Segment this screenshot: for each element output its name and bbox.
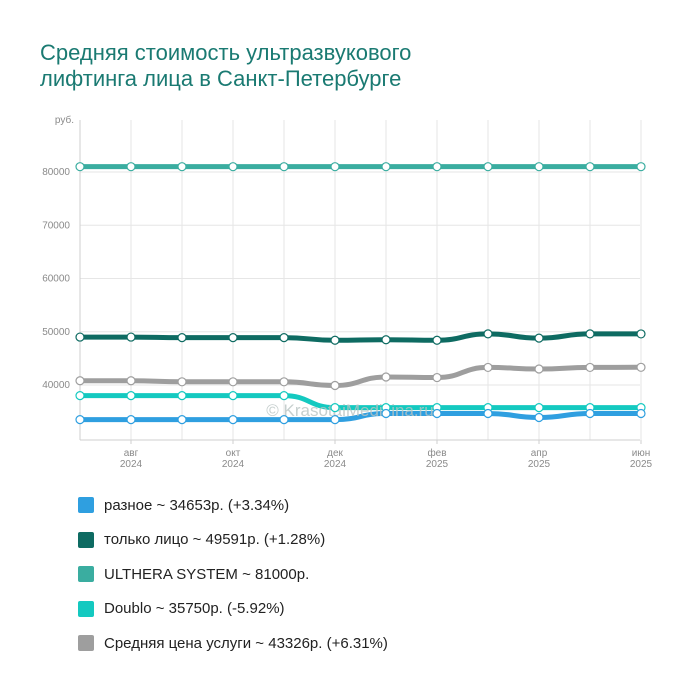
data-point (432, 335, 442, 345)
legend-item[interactable]: только лицо ~ 49591р. (+1.28%) (78, 523, 388, 558)
x-tick-label-month: окт (226, 448, 241, 459)
data-point (228, 391, 238, 401)
data-point (330, 415, 340, 425)
data-point (534, 333, 544, 343)
data-point (636, 408, 646, 419)
data-point (177, 333, 187, 343)
x-tick-label-year: 2025 (630, 459, 653, 470)
data-point (330, 335, 340, 345)
data-point (177, 415, 187, 425)
data-point (177, 162, 187, 172)
y-unit-label: руб. (55, 114, 74, 126)
data-point (381, 162, 391, 172)
x-tick-label-year: 2024 (324, 459, 347, 470)
data-point (279, 162, 289, 172)
data-point (381, 335, 391, 345)
x-tick-label-year: 2025 (528, 459, 551, 470)
x-tick-label-month: фев (427, 447, 446, 459)
data-point (75, 162, 85, 172)
data-point (75, 376, 85, 386)
data-point (585, 329, 595, 339)
data-point (534, 412, 544, 423)
data-point (126, 332, 136, 342)
legend-item[interactable]: Средняя цена услуги ~ 43326р. (+6.31%) (78, 626, 388, 661)
data-point (483, 362, 493, 373)
data-point (126, 376, 136, 386)
data-point (126, 162, 136, 172)
data-point (330, 162, 340, 172)
data-point (177, 391, 187, 401)
watermark-text: © KrasotaiMedicina.ru (266, 401, 434, 420)
x-tick-label-month: июн (632, 448, 651, 459)
x-tick-label-year: 2025 (426, 459, 449, 470)
legend-swatch (78, 531, 94, 548)
data-point (228, 333, 238, 343)
data-point (279, 391, 289, 401)
data-point (381, 408, 391, 419)
data-point (279, 333, 289, 343)
data-point (585, 362, 595, 373)
data-point (483, 162, 493, 172)
x-tick-label-month: дек (327, 448, 343, 459)
legend-item[interactable]: ULTHERA SYSTEM ~ 81000р. (78, 557, 388, 592)
data-point (330, 403, 340, 413)
chart-legend: разное ~ 34653р. (+3.34%) только лицо ~ 4… (78, 488, 388, 661)
data-point (75, 415, 85, 425)
data-point (432, 408, 442, 419)
y-tick-label: 40000 (42, 380, 70, 391)
legend-label: ULTHERA SYSTEM ~ 81000р. (104, 565, 310, 583)
legend-swatch (78, 566, 94, 583)
x-tick-label-month: апр (531, 448, 548, 459)
legend-item[interactable]: Doublo ~ 35750р. (-5.92%) (78, 592, 388, 627)
chart-title: Средняя стоимость ультразвукового лифтин… (40, 40, 660, 92)
data-point (228, 377, 238, 387)
data-point (75, 332, 85, 342)
y-tick-label: 70000 (42, 220, 70, 231)
data-point (585, 408, 595, 419)
data-point (279, 415, 289, 425)
series-line (77, 410, 644, 423)
series-line (77, 393, 644, 411)
data-point (228, 162, 238, 172)
data-point (483, 329, 493, 339)
x-tick-label-year: 2024 (222, 459, 245, 470)
data-point (432, 162, 442, 172)
data-point (279, 377, 289, 387)
data-point (126, 391, 136, 401)
legend-label: Средняя цена услуги ~ 43326р. (+6.31%) (104, 634, 388, 652)
data-point (636, 329, 646, 339)
legend-label: разное ~ 34653р. (+3.34%) (104, 496, 290, 514)
y-tick-label: 50000 (42, 327, 70, 338)
x-tick-label-year: 2024 (120, 459, 143, 470)
data-point (534, 403, 544, 413)
legend-label: Doublo ~ 35750р. (-5.92%) (104, 600, 285, 618)
legend-swatch (78, 635, 94, 652)
y-tick-label: 80000 (42, 167, 70, 178)
data-point (126, 415, 136, 425)
data-point (483, 408, 493, 419)
data-point (534, 364, 544, 374)
legend-swatch (78, 497, 94, 514)
line-chart: 4000050000600007000080000руб.авг2024окт2… (42, 114, 653, 470)
y-tick-label: 60000 (42, 274, 70, 285)
data-point (75, 391, 85, 401)
data-point (636, 162, 646, 172)
data-point (585, 162, 595, 172)
data-point (330, 380, 340, 391)
legend-label: только лицо ~ 49591р. (+1.28%) (104, 531, 326, 549)
chart-title-line-2: лифтинга лица в Санкт-Петербурге (40, 66, 402, 91)
data-point (228, 415, 238, 425)
data-point (636, 362, 646, 372)
data-point (177, 377, 187, 387)
legend-swatch (78, 600, 94, 617)
series-line (77, 364, 644, 389)
data-point (432, 372, 442, 383)
series-line (77, 331, 644, 343)
data-point (381, 372, 391, 382)
chart-title-line-1: Средняя стоимость ультразвукового (40, 40, 412, 65)
data-point (534, 162, 544, 172)
legend-item[interactable]: разное ~ 34653р. (+3.34%) (78, 488, 388, 523)
x-tick-label-month: авг (124, 448, 139, 459)
